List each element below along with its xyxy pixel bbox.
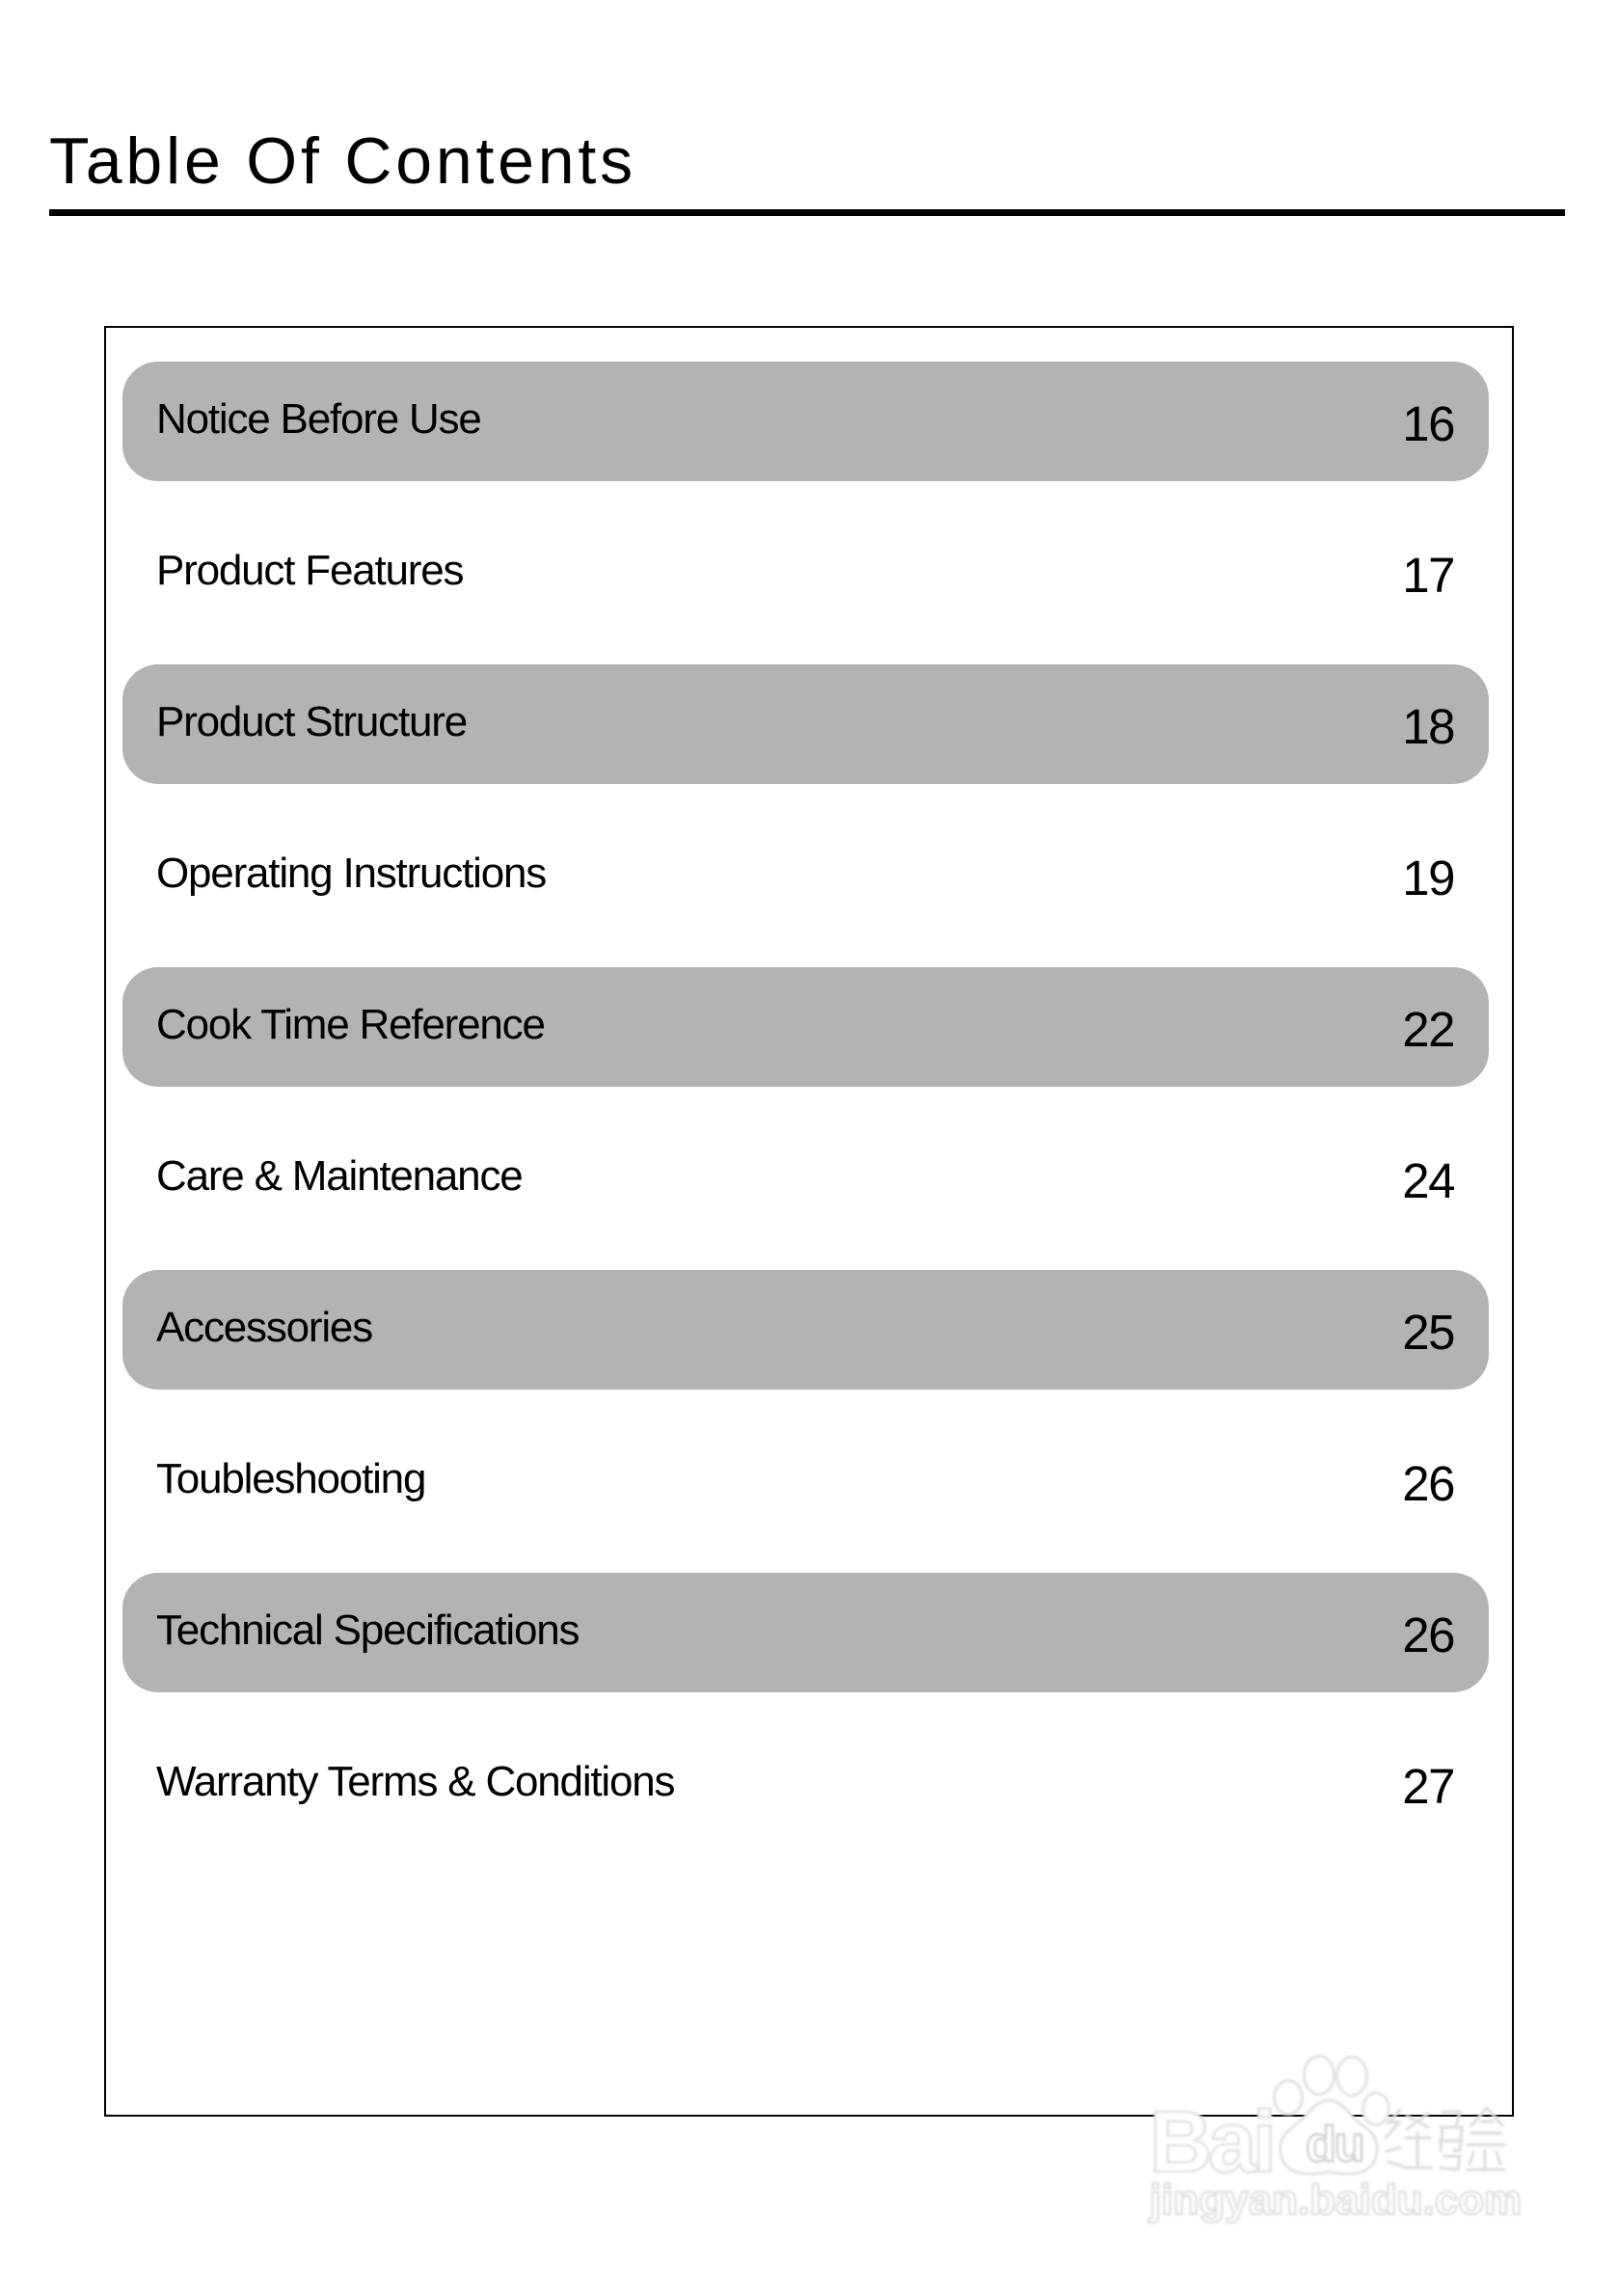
- svg-text:du: du: [1306, 2117, 1363, 2173]
- svg-text:jingyan.baidu.com: jingyan.baidu.com: [1148, 2176, 1522, 2224]
- svg-text:Bai: Bai: [1149, 2094, 1273, 2191]
